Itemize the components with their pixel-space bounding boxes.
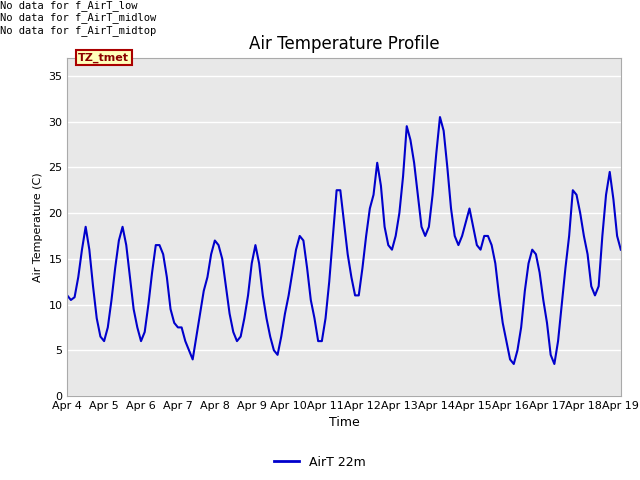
Y-axis label: Air Temperature (C): Air Temperature (C) [33,172,43,282]
Text: No data for f_AirT_low
No data for f_AirT_midlow
No data for f_AirT_midtop: No data for f_AirT_low No data for f_Air… [0,0,156,36]
X-axis label: Time: Time [328,417,360,430]
Legend: AirT 22m: AirT 22m [269,451,371,474]
Text: TZ_tmet: TZ_tmet [78,52,129,63]
Title: Air Temperature Profile: Air Temperature Profile [249,35,439,53]
